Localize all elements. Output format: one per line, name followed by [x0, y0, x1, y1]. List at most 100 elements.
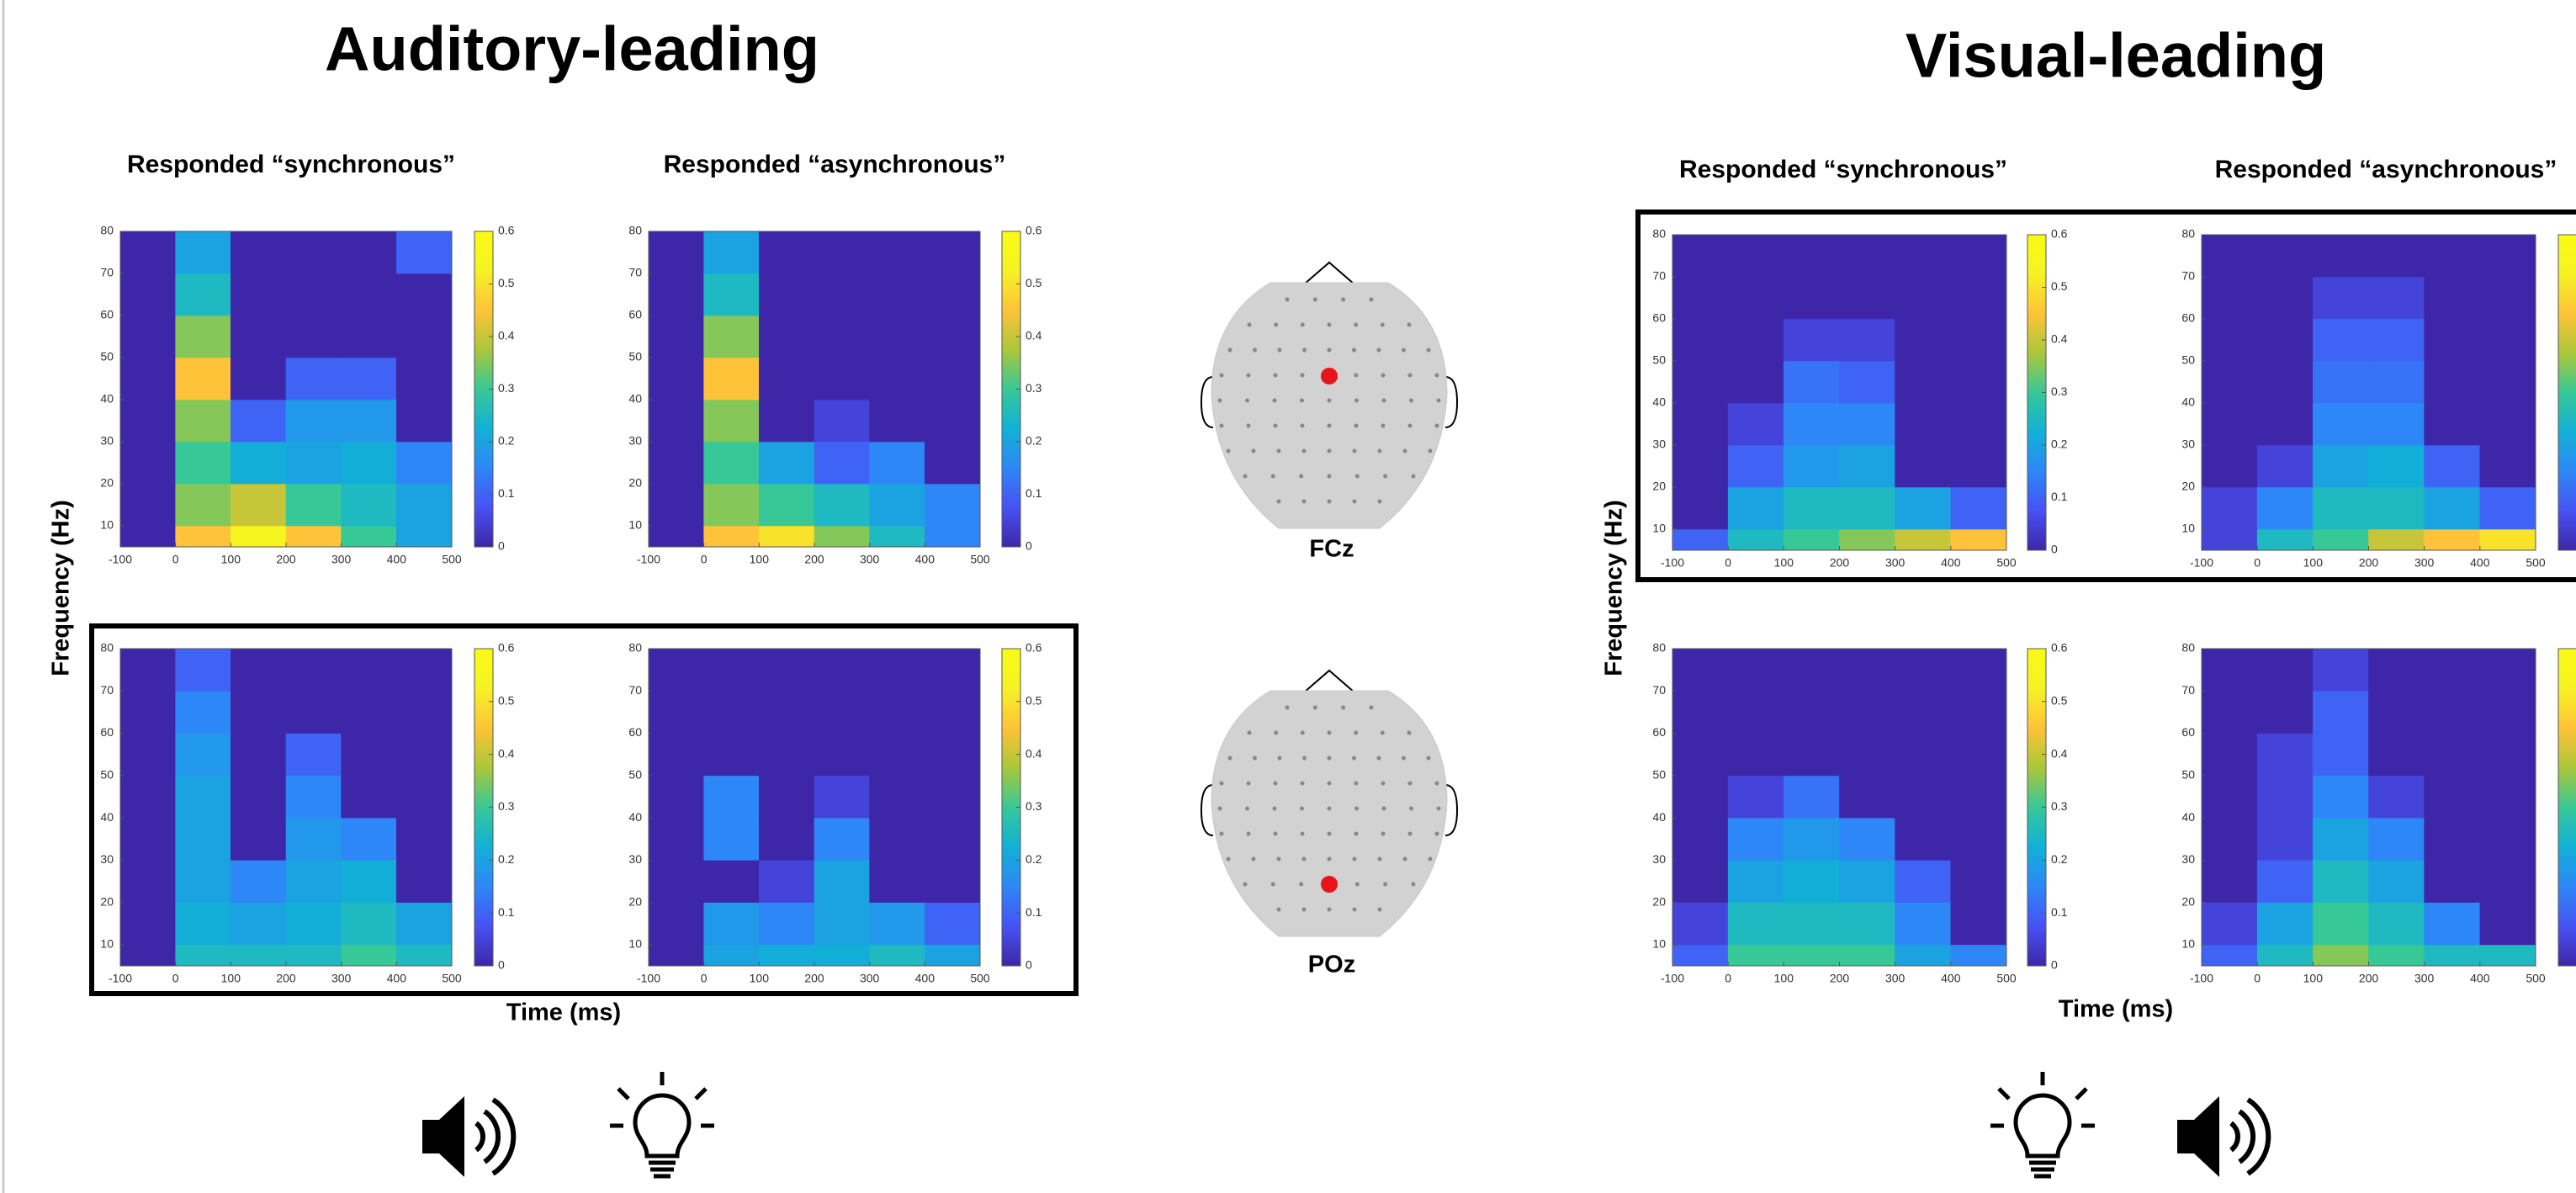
heatmap-cell	[2256, 360, 2314, 404]
heatmap-cell	[759, 690, 815, 734]
heatmap-cell	[1895, 528, 1952, 551]
heatmap-cell	[231, 483, 287, 527]
heatmap-cell	[1950, 817, 2007, 861]
y-tick-label: 30	[2181, 852, 2195, 866]
electrode	[1352, 448, 1357, 453]
y-tick-label: 10	[1652, 937, 1666, 951]
heatmap-cell	[814, 690, 870, 734]
y-tick-label: 20	[1652, 480, 1666, 493]
electrode	[1381, 423, 1386, 428]
electrode	[1300, 831, 1305, 836]
x-tick-label: 100	[221, 972, 241, 985]
heatmap-cell	[231, 944, 287, 967]
y-tick-label: 30	[628, 434, 642, 448]
heatmap-cell	[2479, 360, 2536, 404]
x-tick-label: 0	[701, 553, 708, 566]
heatmap-cell	[869, 273, 925, 316]
heatmap-cell	[648, 357, 704, 400]
colorbar-tick-label: 0.1	[1026, 486, 1042, 500]
left-title: Auditory-leading	[325, 14, 819, 84]
bulb-icon	[610, 1072, 714, 1179]
x-tick-label: -100	[2190, 972, 2213, 985]
heatmap-cell	[175, 690, 231, 734]
heatmap-cell	[2201, 528, 2258, 551]
y-tick-label: 80	[628, 224, 642, 237]
x-tick-label: 400	[1941, 972, 1961, 985]
heatmap-cell	[341, 357, 397, 400]
heatmap-cell	[1895, 775, 1952, 819]
heatmap-cell	[1839, 648, 1895, 692]
heatmap-cell	[2424, 860, 2481, 903]
y-tick-label: 20	[2181, 480, 2195, 493]
heatmap-cell	[1672, 648, 1729, 692]
electrode	[1434, 373, 1439, 378]
heatmap-cell	[2201, 944, 2258, 967]
y-tick-label: 10	[1652, 522, 1666, 535]
heatmap-cell	[1895, 402, 1952, 446]
heatmap-cell	[1672, 817, 1729, 861]
electrode	[1327, 781, 1332, 786]
x-tick-label: 200	[804, 553, 824, 566]
heatmap-cell	[231, 399, 287, 443]
heatmap-cell	[925, 944, 981, 967]
head-ear	[1200, 784, 1214, 836]
heatmap-cell	[648, 273, 704, 316]
heatmap-cell	[1895, 360, 1952, 404]
heatmap-cell	[1672, 276, 1729, 320]
electrode	[1352, 907, 1357, 912]
x-axis-label: Time (ms)	[506, 999, 621, 1026]
heatmap-cell	[869, 315, 925, 358]
heatmap-cell	[1784, 690, 1840, 734]
electrode-highlight	[1321, 876, 1338, 893]
heatmap-cell	[869, 483, 925, 527]
electrode	[1327, 856, 1332, 862]
heatmap-cell	[396, 441, 453, 485]
head-nose	[1303, 261, 1355, 285]
heatmap-cell	[925, 399, 981, 443]
speaker-icon	[2177, 1096, 2271, 1177]
colorbar-tick-label: 0.6	[1026, 224, 1042, 237]
colorbar-tick-label: 0	[2051, 543, 2058, 556]
y-tick-label: 50	[100, 350, 114, 363]
heatmap-cell	[814, 231, 870, 274]
heatmap-cell	[2424, 444, 2481, 488]
heatmap-cell	[1839, 775, 1895, 819]
heatmap-cell	[814, 273, 870, 316]
x-tick-label: 300	[860, 553, 880, 566]
y-tick-label: 10	[628, 518, 642, 532]
heatmap-cell	[2424, 775, 2481, 819]
x-tick-label: 0	[172, 553, 179, 566]
colorbar-tick-label: 0.4	[2051, 746, 2068, 760]
heatmap-cell	[648, 441, 704, 485]
heatmap-cell	[2368, 733, 2425, 777]
heatmap-cell	[759, 357, 815, 400]
heatmap-cell	[759, 648, 815, 692]
heatmap-cell	[2256, 318, 2314, 362]
right-title: Visual-leading	[1905, 21, 2326, 91]
heatmap-cell	[925, 817, 981, 861]
head	[1211, 282, 1448, 529]
electrode	[1274, 730, 1279, 735]
x-tick-label: 100	[750, 553, 770, 566]
heatmap-cell	[175, 817, 231, 861]
electrode	[1276, 907, 1281, 912]
heatmap-cell	[1839, 817, 1895, 861]
heatmap-cell	[703, 648, 760, 692]
heatmap-cell	[925, 525, 981, 548]
electrode	[1436, 806, 1441, 811]
electrode	[1301, 856, 1307, 862]
heatmap-cell	[1672, 733, 1729, 777]
y-tick-label: 50	[100, 768, 114, 782]
heatmap-cell	[1784, 733, 1840, 777]
heatmap-cell	[119, 860, 176, 903]
heatmap-cell	[925, 648, 981, 692]
head-ear	[1200, 376, 1214, 428]
x-tick-label: 200	[1830, 972, 1850, 985]
y-tick-label: 30	[628, 852, 642, 866]
heatmap-cell	[2313, 444, 2369, 488]
x-tick-label: 100	[2303, 972, 2324, 985]
heatmap-cell	[648, 648, 704, 692]
heatmap-cell	[1727, 944, 1784, 967]
heatmap-cell	[2424, 528, 2481, 551]
heatmap-cell	[814, 860, 870, 903]
